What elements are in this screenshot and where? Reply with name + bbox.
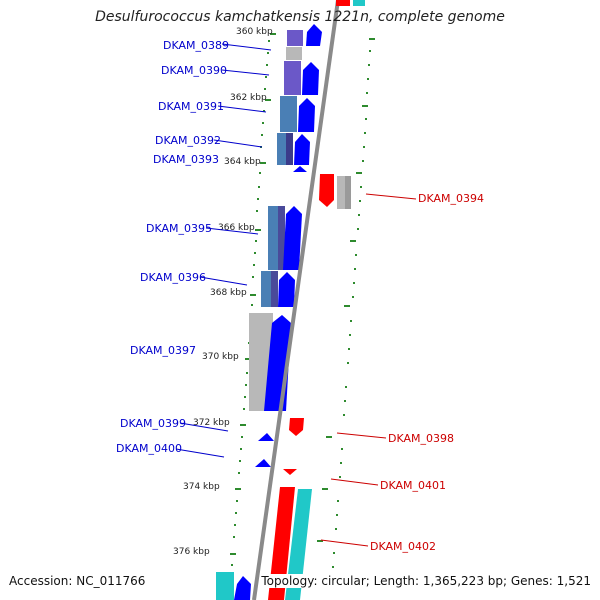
gene-label-DKAM_0391: DKAM_0391	[158, 100, 224, 113]
gene-arrow-DKAM_0390	[302, 62, 319, 95]
reverse-gene-arrows	[268, 0, 350, 600]
tick-label: 368 kbp	[210, 288, 247, 298]
tick-labels: 360 kbp 362 kbp 364 kbp 366 kbp 368 kbp …	[173, 27, 273, 557]
gene-arrow-DKAM_0400	[255, 459, 271, 467]
forward-gene-labels: DKAM_0389 DKAM_0390 DKAM_0391 DKAM_0392 …	[116, 39, 272, 458]
gene-label-DKAM_0389: DKAM_0389	[163, 39, 229, 52]
gene-arrow-DKAM_0399	[258, 433, 274, 441]
inner-ruler-ticks	[317, 38, 375, 542]
gene-label-DKAM_0400: DKAM_0400	[116, 442, 182, 455]
reverse-gene-labels: DKAM_0394 DKAM_0398 DKAM_0401 DKAM_0402	[320, 192, 484, 553]
gene-label-DKAM_0399: DKAM_0399	[120, 417, 186, 430]
tick-label: 370 kbp	[202, 352, 239, 362]
gene-arrow-DKAM_0401	[283, 469, 297, 475]
gene-arrow-next	[234, 576, 251, 600]
gene-label-DKAM_0395: DKAM_0395	[146, 222, 212, 235]
gene-label-DKAM_0402: DKAM_0402	[370, 540, 436, 553]
gene-label-DKAM_0397: DKAM_0397	[130, 344, 196, 357]
tick-label: 366 kbp	[218, 223, 255, 233]
tick-label: 374 kbp	[183, 482, 220, 492]
forward-gene-arrows	[234, 24, 322, 600]
gene-label-DKAM_0390: DKAM_0390	[161, 64, 227, 77]
tick-label: 364 kbp	[224, 157, 261, 167]
tick-label: 376 kbp	[173, 547, 210, 557]
gene-arrow-DKAM_0391	[298, 98, 315, 132]
gene-arrow-DKAM_0398	[289, 418, 304, 436]
map-title: Desulfurococcus kamchatkensis 1221n, com…	[95, 9, 505, 25]
gene-arrow-DKAM_0394	[319, 174, 334, 207]
outer-ruler-ticks	[230, 33, 276, 555]
gene-arrow-top	[336, 0, 350, 6]
cog-ring-reverse	[285, 0, 365, 600]
gene-label-DKAM_0394: DKAM_0394	[418, 192, 484, 205]
gene-label-DKAM_0392: DKAM_0392	[155, 134, 221, 147]
gene-label-DKAM_0401: DKAM_0401	[380, 479, 446, 492]
accession-label: Accession: NC_011766	[9, 574, 146, 588]
gene-arrow-DKAM_0402	[268, 487, 295, 600]
outer-ruler-left	[229, 40, 270, 590]
topology-label: Topology: circular; Length: 1,365,223 bp…	[261, 574, 591, 588]
genome-backbone	[252, 0, 340, 600]
gene-arrow-DKAM_0392	[294, 134, 310, 165]
gene-label-DKAM_0398: DKAM_0398	[388, 432, 454, 445]
cog-ring-forward	[216, 30, 303, 600]
gene-arrow-DKAM_0396	[278, 272, 295, 307]
gene-label-DKAM_0396: DKAM_0396	[140, 271, 206, 284]
inner-ruler-right	[331, 50, 371, 582]
gene-arrow-DKAM_0389	[306, 24, 322, 46]
gene-arrow-DKAM_0393	[293, 166, 307, 172]
tick-label: 372 kbp	[193, 418, 230, 428]
tick-label: 362 kbp	[230, 93, 267, 103]
gene-label-DKAM_0393: DKAM_0393	[153, 153, 219, 166]
gene-arrow-DKAM_0395	[283, 206, 302, 270]
tick-label: 360 kbp	[236, 27, 273, 37]
